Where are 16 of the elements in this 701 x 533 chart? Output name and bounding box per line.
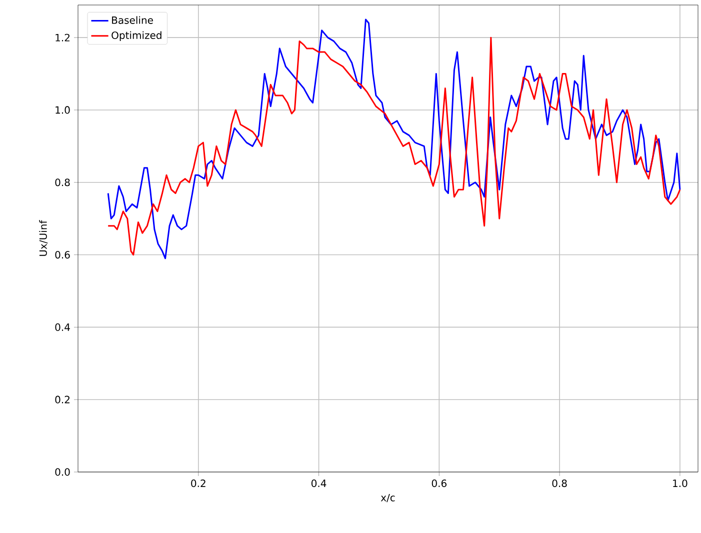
x-tick-label: 1.0	[673, 480, 688, 488]
x-tick-label: 0.6	[432, 480, 446, 488]
y-tick-label: 0.4	[55, 323, 70, 331]
legend-label: Optimized	[112, 31, 162, 41]
y-tick-label: 0.6	[55, 250, 70, 259]
y-tick-label: 1.0	[56, 106, 70, 114]
x-tick-label: 0.2	[191, 480, 206, 488]
x-axis-title: x/c	[380, 494, 395, 502]
x-tick-label: 0.8	[552, 480, 567, 488]
x-tick-label: 0.4	[311, 480, 326, 488]
y-tick-label: 0.8	[55, 178, 70, 186]
legend-label: Baseline	[112, 16, 153, 24]
y-tick-label: 1.2	[56, 34, 70, 42]
y-axis-title: Ux/Uinf	[39, 220, 48, 256]
y-tick-label: 0.0	[55, 468, 70, 476]
y-tick-label: 0.2	[55, 396, 70, 404]
